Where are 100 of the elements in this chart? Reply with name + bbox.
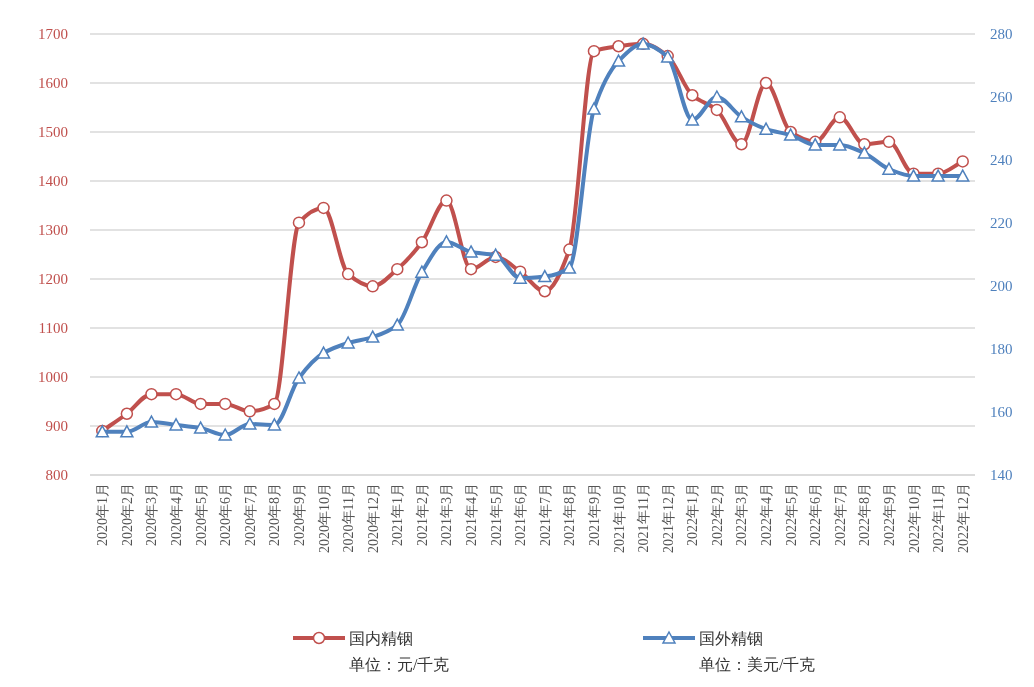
y-tick-label: 800 <box>45 467 68 483</box>
point <box>365 330 380 343</box>
y2-tick-label: 200 <box>990 278 1013 294</box>
point <box>341 267 355 281</box>
y2-tick-label: 160 <box>990 404 1013 420</box>
y-tick-label: 1400 <box>38 173 68 189</box>
x-tick-label: 2021年10月 <box>611 483 627 553</box>
x-tick-label: 2022年3月 <box>734 483 750 546</box>
point <box>145 387 158 401</box>
x-tick-label: 2022年11月 <box>931 483 947 553</box>
x-tick-label: 2021年6月 <box>513 483 529 546</box>
point <box>538 285 552 298</box>
y-tick-label: 1600 <box>38 75 68 91</box>
x-tick-label: 2020年10月 <box>316 483 332 553</box>
x-tick-label: 2021年1月 <box>390 483 406 546</box>
point <box>267 418 282 431</box>
y2-tick-label: 140 <box>990 467 1013 483</box>
point <box>538 269 552 283</box>
y-tick-label: 1700 <box>38 26 68 42</box>
x-tick-label: 2021年7月 <box>537 483 553 546</box>
point <box>513 271 527 284</box>
point <box>759 76 773 90</box>
point <box>194 397 207 411</box>
x-tick-label: 2020年6月 <box>218 483 234 546</box>
y-tick-label: 1200 <box>38 271 68 287</box>
x-tick-label: 2022年6月 <box>808 483 824 546</box>
point <box>956 155 969 168</box>
text: 单位：美元/千克 <box>699 656 816 673</box>
point <box>955 169 970 182</box>
point <box>587 44 601 58</box>
point <box>833 111 847 124</box>
point <box>882 135 896 149</box>
point <box>735 138 748 151</box>
point <box>366 280 379 293</box>
x-tick-label: 2022年10月 <box>906 483 922 553</box>
x-tick-label: 2020年7月 <box>242 483 258 546</box>
y2-tick-label: 260 <box>990 89 1013 105</box>
point <box>120 407 134 420</box>
x-tick-label: 2021年3月 <box>439 483 455 546</box>
y2-tick-label: 180 <box>990 341 1013 357</box>
point <box>612 40 625 53</box>
x-tick-label: 2022年1月 <box>685 483 701 546</box>
point <box>734 110 749 123</box>
point <box>120 425 134 438</box>
point <box>341 336 355 349</box>
point <box>193 421 208 434</box>
x-tick-label: 2021年2月 <box>414 483 430 546</box>
x-tick-label: 2021年8月 <box>562 483 578 546</box>
point <box>391 262 404 276</box>
x-tick-label: 2022年4月 <box>759 483 775 546</box>
x-tick-label: 2022年8月 <box>857 483 873 546</box>
x-tick-label: 2020年5月 <box>193 483 209 546</box>
point <box>317 201 330 215</box>
point <box>882 162 896 175</box>
x-tick-label: 2021年5月 <box>488 483 504 546</box>
legend-label: 国内精铟 <box>349 630 413 647</box>
y-tick-label: 1500 <box>38 124 68 140</box>
point <box>439 235 454 248</box>
point <box>415 265 429 278</box>
x-tick-label: 2022年2月 <box>709 483 725 546</box>
point <box>710 90 724 103</box>
point <box>218 428 232 441</box>
point <box>759 122 773 135</box>
point <box>268 397 281 411</box>
point <box>611 54 626 67</box>
point <box>686 89 699 102</box>
x-tick-label: 2020年3月 <box>144 483 160 546</box>
text: 单位：元/千克 <box>349 656 450 673</box>
point <box>562 261 577 274</box>
x-tick-label: 2020年9月 <box>291 483 307 546</box>
x-tick-label: 2021年11月 <box>636 483 652 553</box>
point <box>316 346 331 359</box>
x-tick-label: 2022年7月 <box>832 483 848 546</box>
point <box>243 417 257 430</box>
point <box>243 405 257 418</box>
y2-tick-label: 220 <box>990 215 1013 231</box>
point <box>415 236 429 249</box>
y2-tick-label: 240 <box>990 152 1013 168</box>
x-tick-label: 2020年2月 <box>119 483 135 546</box>
y2-tick-label: 280 <box>990 26 1013 42</box>
x-tick-label: 2022年12月 <box>955 483 971 553</box>
y-tick-label: 900 <box>45 418 68 434</box>
x-tick-label: 2021年4月 <box>464 483 480 546</box>
point <box>833 138 847 151</box>
point <box>464 262 478 276</box>
y-tick-label: 1000 <box>38 369 68 385</box>
point <box>169 418 183 431</box>
x-tick-label: 2021年12月 <box>660 483 676 553</box>
x-tick-label: 2020年12月 <box>365 483 381 553</box>
x-tick-label: 2022年9月 <box>881 483 897 546</box>
x-tick-label: 2020年8月 <box>267 483 283 546</box>
y-tick-label: 1300 <box>38 222 68 238</box>
point <box>685 113 700 126</box>
x-tick-label: 2020年4月 <box>169 483 185 546</box>
point <box>440 194 453 207</box>
point <box>292 216 306 229</box>
x-tick-label: 2020年1月 <box>95 483 111 546</box>
point <box>464 245 478 258</box>
point <box>169 387 183 401</box>
legend-label: 国外精铟 <box>699 630 763 647</box>
